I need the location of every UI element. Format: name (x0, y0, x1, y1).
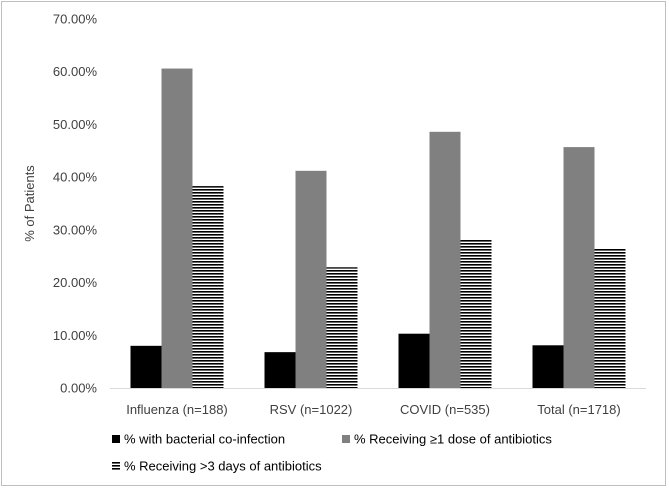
x-tick-labels: Influenza (n=188) RSV (n=1022) COVID (n=53… (126, 402, 621, 417)
legend-swatch (112, 462, 120, 470)
y-tick-label: 20.00% (53, 275, 98, 290)
x-tick-label: RSV (n=1022) (270, 402, 353, 417)
legend: % with bacterial co-infection % Receiving… (112, 432, 552, 474)
x-tick-label: Influenza (n=188) (126, 402, 228, 417)
y-tick-label: 40.00% (53, 170, 98, 185)
bar (295, 170, 327, 388)
bar (460, 239, 492, 388)
y-axis-title-group: % of Patients (22, 165, 37, 242)
bars (130, 68, 626, 389)
legend-label: % with bacterial co-infection (124, 432, 285, 447)
y-tick-label: 30.00% (53, 222, 98, 237)
bar (130, 345, 162, 388)
x-tick-label: Total (n=1718) (537, 402, 620, 417)
y-tick-labels: 0.00% 10.00% 20.00% 30.00% 40.00% 50.00% 60.00… (53, 12, 98, 396)
legend-label: % Receiving ≥1 dose of antibiotics (354, 432, 552, 447)
bar (429, 131, 461, 388)
bar (192, 186, 224, 388)
bar (563, 147, 595, 388)
x-tick-label: COVID (n=535) (400, 402, 490, 417)
legend-label: % Receiving >3 days of antibiotics (124, 459, 322, 474)
legend-swatch (342, 435, 350, 443)
y-tick-label: 0.00% (60, 381, 97, 396)
bar (594, 248, 626, 388)
legend-swatch (112, 435, 120, 443)
bar (326, 267, 358, 388)
y-tick-label: 60.00% (53, 64, 98, 79)
bar (161, 68, 193, 389)
y-tick-label: 50.00% (53, 117, 98, 132)
bar (532, 345, 564, 388)
bar (264, 352, 296, 388)
bar (398, 333, 430, 388)
y-tick-label: 70.00% (53, 12, 98, 27)
y-axis-title: % of Patients (22, 165, 37, 242)
y-tick-label: 10.00% (53, 328, 98, 343)
